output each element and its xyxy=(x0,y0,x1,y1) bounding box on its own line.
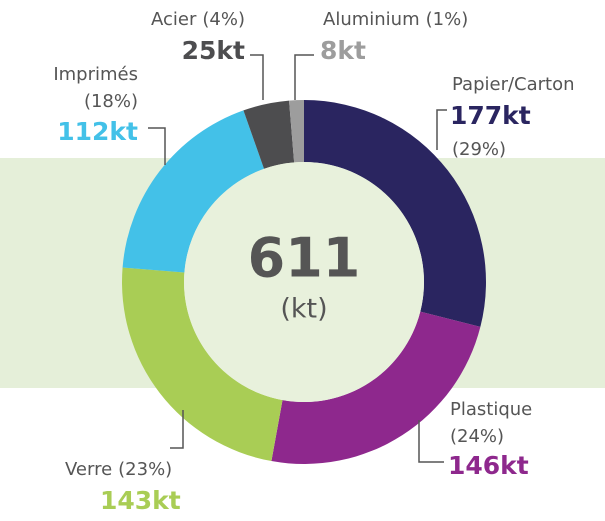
percent-label: (29%) xyxy=(452,139,506,160)
percent-label: (1%) xyxy=(426,9,469,30)
category-name: Imprimés xyxy=(53,64,138,85)
slice xyxy=(243,100,295,169)
slice xyxy=(304,100,486,327)
slice xyxy=(122,110,265,273)
percent-label: (24%) xyxy=(450,426,504,447)
value-label: 146kt xyxy=(448,451,529,480)
category-label: Papier/Carton xyxy=(452,74,575,95)
percent-label: (4%) xyxy=(202,9,245,30)
leader-line xyxy=(436,109,447,150)
category-name: Papier/Carton xyxy=(452,74,575,95)
category-name: Verre xyxy=(65,459,112,480)
percent-label: (23%) xyxy=(118,459,172,480)
center-value: 611 xyxy=(248,227,361,290)
category-name: Acier xyxy=(151,9,197,30)
value-label: 143kt xyxy=(100,486,181,515)
category-label: Imprimés xyxy=(53,64,138,85)
category-label: Acier (4%) xyxy=(151,9,245,30)
leader-line xyxy=(418,420,444,463)
value-label: 8kt xyxy=(320,36,366,65)
slice xyxy=(289,100,304,163)
value-label: 112kt xyxy=(57,117,138,146)
donut xyxy=(121,100,486,464)
center-unit: (kt) xyxy=(280,294,327,325)
percent-label: (18%) xyxy=(84,91,138,112)
donut-hole xyxy=(184,162,424,402)
value-label: 25kt xyxy=(182,36,245,65)
leader-line xyxy=(250,54,264,100)
slice xyxy=(121,267,283,462)
category-label: Aluminium (1%) xyxy=(323,9,468,30)
category-name: Plastique xyxy=(450,399,532,420)
value-label: 177kt xyxy=(450,101,531,130)
leader-line xyxy=(148,127,166,165)
category-label: Verre (23%) xyxy=(65,459,172,480)
leader-line xyxy=(170,410,184,449)
slice xyxy=(271,311,481,464)
labels: Papier/Carton (29%) 177kt Plastique (24%) 146… xyxy=(53,9,574,515)
leader-line xyxy=(294,54,314,100)
category-label: Plastique xyxy=(450,399,532,420)
category-name: Aluminium xyxy=(323,9,420,30)
